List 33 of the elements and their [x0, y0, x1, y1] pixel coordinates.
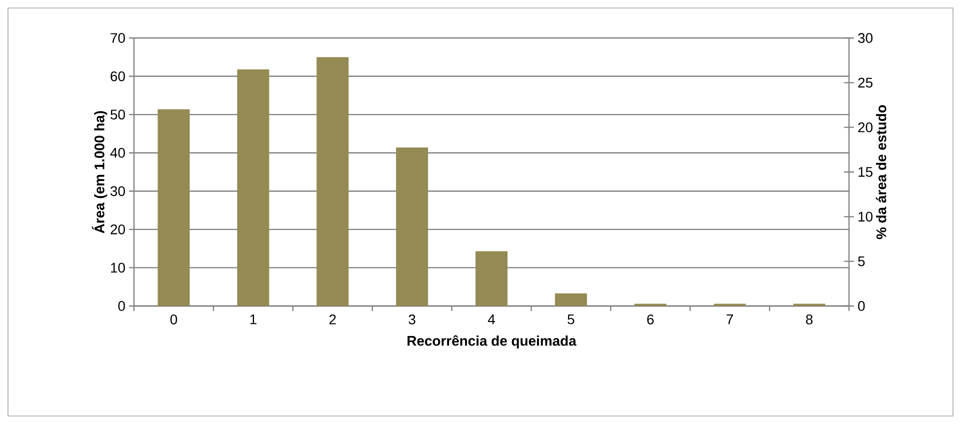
- y-tick-label: 10: [111, 262, 125, 273]
- x-tick-label: 4: [488, 314, 495, 324]
- x-tick-label: 8: [806, 314, 813, 324]
- y-tick-label: 60: [110, 71, 125, 82]
- y-tick-label: 40: [110, 148, 125, 158]
- y2-tick-label: 25: [858, 78, 872, 88]
- y2-tick-label: 5: [858, 256, 865, 266]
- y-tick-label: 30: [110, 186, 125, 196]
- x-tick-label: 0: [170, 314, 178, 324]
- bar: [554, 293, 587, 306]
- x-tick-label: 7: [726, 314, 734, 324]
- bar: [396, 147, 428, 306]
- bar: [237, 69, 270, 306]
- x-tick-label: 6: [647, 314, 654, 324]
- y-tick-label: 20: [110, 224, 125, 234]
- y-tick-label: 50: [110, 110, 125, 120]
- x-axis-title: Recorrência de queimada: [408, 335, 576, 349]
- x-tick-label: 1: [250, 314, 256, 324]
- bar: [316, 57, 349, 306]
- y2-tick-label: 15: [858, 167, 872, 177]
- y2-tick-label: 10: [858, 212, 873, 222]
- y-tick-label: 0: [118, 301, 125, 311]
- y2-axis-title: % da área de estudo: [876, 105, 886, 240]
- bar: [476, 251, 508, 306]
- y-tick-label: 70: [110, 33, 125, 43]
- y-axis-title: Área (em 1.000 ha): [92, 111, 108, 234]
- y2-tick-label: 30: [858, 33, 873, 43]
- x-tick-label: 5: [568, 314, 574, 324]
- bar: [158, 109, 190, 306]
- y2-tick-label: 20: [858, 122, 873, 132]
- y2-tick-label: 0: [858, 301, 865, 311]
- x-tick-label: 3: [408, 314, 416, 324]
- x-tick-label: 2: [329, 314, 336, 324]
